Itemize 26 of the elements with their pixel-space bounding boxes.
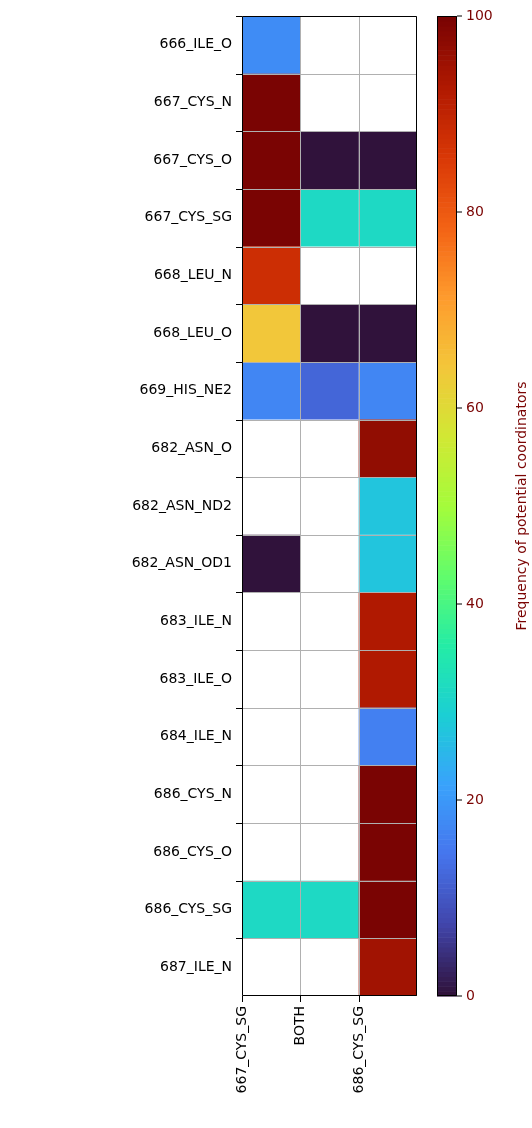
y-tick-label: 667_CYS_N xyxy=(153,93,232,110)
color-bar-label: 80 xyxy=(466,202,484,219)
color-bar-title: Frequency of potential coordinators xyxy=(512,381,529,631)
x-tick-label: 686_CYS_SG xyxy=(350,1006,367,1094)
y-tick-label: 682_ASN_ND2 xyxy=(132,496,232,513)
y-tick-label: 666_ILE_O xyxy=(159,35,232,52)
color-bar-label: 40 xyxy=(466,594,484,611)
y-tick-label: 682_ASN_OD1 xyxy=(131,554,232,571)
color-bar-label: 0 xyxy=(466,986,475,1003)
y-tick-label: 686_CYS_N xyxy=(153,784,232,801)
y-tick-label: 668_LEU_O xyxy=(153,323,232,340)
y-tick-label: 669_HIS_NE2 xyxy=(139,381,232,398)
x-tick-label: BOTH xyxy=(291,1006,308,1046)
y-tick-label: 687_ILE_N xyxy=(160,957,232,974)
color-bar-label: 60 xyxy=(466,398,484,415)
y-tick-label: 668_LEU_N xyxy=(153,266,232,283)
y-tick-label: 667_CYS_O xyxy=(153,150,232,167)
y-tick-label: 683_ILE_N xyxy=(160,611,232,628)
color-bar-label: 20 xyxy=(466,790,484,807)
y-tick-label: 686_CYS_O xyxy=(153,842,232,859)
y-tick-label: 667_CYS_SG xyxy=(144,208,232,225)
y-tick-label: 686_CYS_SG xyxy=(144,900,232,917)
color-bar-label: 100 xyxy=(466,6,493,23)
y-tick-label: 683_ILE_O xyxy=(159,669,232,686)
y-tick-label: 684_ILE_N xyxy=(160,727,232,744)
y-tick-label: 682_ASN_O xyxy=(151,438,232,455)
